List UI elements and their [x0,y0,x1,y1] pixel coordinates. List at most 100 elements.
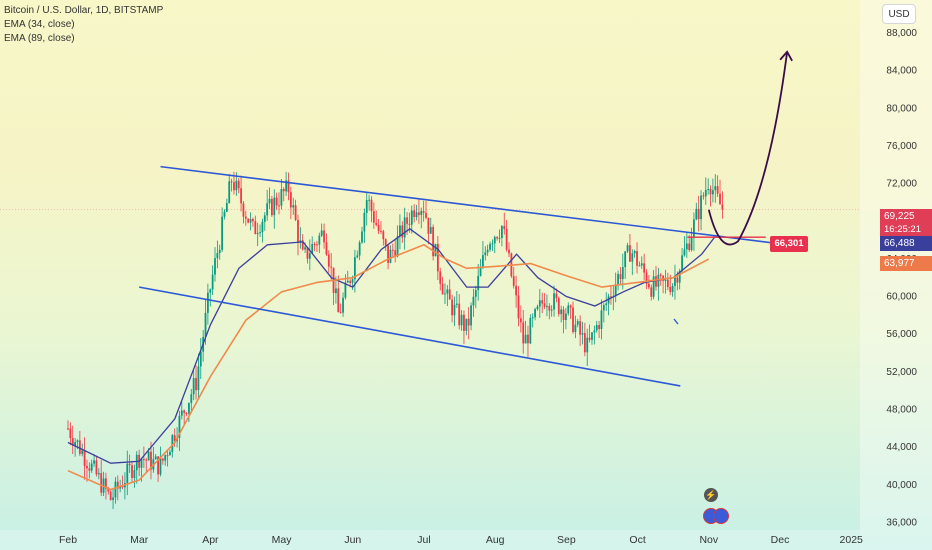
candle-body-236 [626,245,629,252]
candle-body-52 [190,394,193,403]
candle-body-194 [527,334,529,344]
lightning-icon[interactable]: ⚡ [704,488,718,502]
candle-body-40 [161,458,164,461]
candle-body-97 [297,219,299,243]
candle-body-104 [313,244,316,246]
candle-body-196 [531,317,534,319]
candle-body-243 [643,263,646,273]
candle-body-195 [529,318,532,344]
candle-body-61 [211,274,214,290]
y-tick-10: 76,000 [886,141,917,152]
candle-body-69 [230,181,233,183]
candle-body-55 [197,366,200,391]
candle-body-50 [185,412,188,414]
candle-body-56 [199,351,202,367]
candle-body-242 [640,263,643,266]
legend-ema89[interactable]: EMA (89, close) [4,33,75,44]
candle-body-197 [534,309,536,318]
candle-body-253 [666,280,669,287]
candle-body-4 [76,440,79,443]
candle-body-209 [562,309,565,320]
legend-symbol[interactable]: Bitcoin / U.S. Dollar, 1D, BITSTAMP [4,5,164,16]
candle-body-168 [465,318,468,331]
candle-body-198 [536,306,539,310]
candle-body-0 [67,428,69,430]
candle-body-106 [318,235,321,245]
candle-body-35 [150,451,152,470]
candle-body-141 [401,225,404,238]
candle-body-45 [173,435,176,442]
y-tick-13: 88,000 [886,28,917,39]
candle-body-151 [425,212,427,218]
y-tick-4: 52,000 [886,367,917,378]
candle-body-22 [119,486,122,489]
x-tick-3: May [272,534,293,546]
candle-body-221 [591,332,593,340]
candle-body-127 [368,199,371,201]
candle-body-241 [638,265,641,267]
candle-body-114 [337,288,340,313]
candle-body-267 [700,195,702,220]
x-tick-2: Apr [202,534,219,546]
candle-body-164 [455,303,458,305]
candle-body-120 [351,279,354,283]
candle-body-247 [652,276,655,297]
candle-body-265 [695,208,698,220]
candle-body-182 [498,237,501,239]
candle-body-107 [320,230,323,236]
candle-body-42 [166,455,169,457]
candle-body-118 [346,280,349,283]
candle-body-119 [349,280,352,283]
candle-body-264 [693,219,695,238]
currency-button[interactable]: USD [882,4,916,24]
candle-body-73 [240,188,242,204]
candle-body-203 [548,306,551,311]
candle-body-257 [676,277,679,283]
candle-body-20 [114,481,117,498]
candle-body-158 [441,283,444,295]
candle-body-148 [418,212,420,215]
candle-body-239 [633,251,636,254]
us-flag-icon-2[interactable] [713,508,729,524]
target-callout[interactable]: 66,301 [770,236,808,252]
candle-body-189 [515,285,518,296]
candle-body-34 [147,451,150,461]
candle-body-188 [512,276,515,286]
candle-body-111 [330,266,333,268]
candle-body-44 [171,435,174,452]
candle-body-144 [408,223,411,225]
candle-body-67 [225,203,228,212]
candle-body-32 [142,458,145,460]
candle-body-86 [271,198,273,216]
candle-body-276 [721,204,724,210]
y-tick-11: 80,000 [886,103,917,114]
candle-body-143 [406,217,408,224]
candle-body-27 [131,465,133,479]
candle-body-232 [617,274,619,285]
countdown-tag: 16:25:21 [880,222,932,237]
candle-body-48 [180,410,183,416]
legend-ema34[interactable]: EMA (34, close) [4,19,75,30]
candle-body-206 [555,293,558,299]
candle-body-222 [593,330,596,333]
candle-body-2 [71,438,74,446]
candle-body-248 [655,276,657,287]
candle-body-207 [557,298,560,315]
x-tick-1: Mar [130,534,149,546]
candle-body-224 [598,325,600,329]
candle-body-10 [90,463,93,471]
candle-body-178 [489,243,491,250]
candle-body-39 [159,458,162,475]
candle-body-47 [178,415,181,438]
candle-body-234 [621,267,624,280]
candle-body-173 [477,275,480,291]
candle-body-3 [74,442,77,446]
candle-body-156 [436,243,439,272]
candle-body-16 [105,478,107,489]
candle-body-215 [576,321,579,325]
candle-body-130 [375,222,378,225]
candle-body-135 [387,245,389,263]
candle-body-88 [275,197,278,206]
